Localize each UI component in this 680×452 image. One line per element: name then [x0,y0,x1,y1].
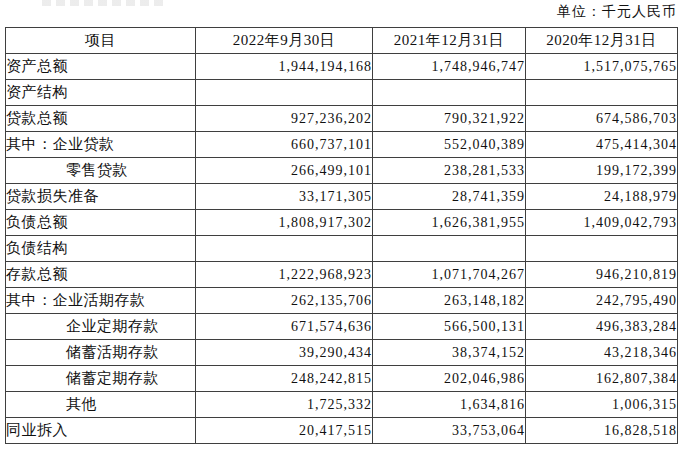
cell-value: 475,414,304 [526,132,678,158]
cell-value: 674,586,703 [526,106,678,132]
table-header: 项目2022年9月30日2021年12月31日2020年12月31日 [6,28,678,54]
table-row: 贷款损失准备33,171,30528,741,35924,188,979 [6,184,678,210]
date-column-header: 2022年9月30日 [196,28,373,54]
cell-value: 1,808,917,302 [196,210,373,236]
cropped-text-remnant [42,0,164,6]
cell-value [373,80,526,106]
table-row: 其他1,725,3321,634,8161,006,315 [6,392,678,418]
cell-value [526,80,678,106]
cell-value: 28,741,359 [373,184,526,210]
cell-value: 1,006,315 [526,392,678,418]
cell-value: 1,944,194,168 [196,54,373,80]
table-row: 储蓄活期存款39,290,43438,374,15243,218,346 [6,340,678,366]
cell-value: 162,807,384 [526,366,678,392]
cell-value: 238,281,533 [373,158,526,184]
table-row: 贷款总额927,236,202790,321,922674,586,703 [6,106,678,132]
cell-value: 263,148,182 [373,288,526,314]
financial-data-table: 项目2022年9月30日2021年12月31日2020年12月31日 资产总额1… [5,27,678,444]
item-column-header: 项目 [6,28,196,54]
cell-value: 552,040,389 [373,132,526,158]
cell-value: 1,634,816 [373,392,526,418]
cell-value [526,236,678,262]
table-row: 其中：企业活期存款262,135,706263,148,182242,795,4… [6,288,678,314]
cell-value: 1,626,381,955 [373,210,526,236]
cell-value: 33,753,064 [373,418,526,444]
row-label: 负债结构 [6,236,196,262]
cell-value: 1,409,042,793 [526,210,678,236]
cell-value [196,236,373,262]
table-row: 存款总额1,222,968,9231,071,704,267946,210,81… [6,262,678,288]
cell-value: 1,517,075,765 [526,54,678,80]
cell-value: 262,135,706 [196,288,373,314]
table-row: 同业拆入20,417,51533,753,06416,828,518 [6,418,678,444]
cell-value: 242,795,490 [526,288,678,314]
row-label: 企业定期存款 [6,314,196,340]
cell-value: 248,242,815 [196,366,373,392]
table-row: 企业定期存款671,574,636566,500,131496,383,284 [6,314,678,340]
cell-value: 202,046,986 [373,366,526,392]
financial-report-page: 单位：千元人民币 项目2022年9月30日2021年12月31日2020年12月… [0,0,680,452]
cell-value: 1,222,968,923 [196,262,373,288]
cell-value: 24,188,979 [526,184,678,210]
row-label: 贷款总额 [6,106,196,132]
table-row: 资产结构 [6,80,678,106]
cell-value: 790,321,922 [373,106,526,132]
cell-value: 671,574,636 [196,314,373,340]
header-row: 项目2022年9月30日2021年12月31日2020年12月31日 [6,28,678,54]
cell-value: 199,172,399 [526,158,678,184]
row-label: 储蓄活期存款 [6,340,196,366]
row-label: 其他 [6,392,196,418]
cell-value [196,80,373,106]
table-row: 储蓄定期存款248,242,815202,046,986162,807,384 [6,366,678,392]
cell-value [373,236,526,262]
cell-value: 946,210,819 [526,262,678,288]
row-label: 零售贷款 [6,158,196,184]
cell-value: 39,290,434 [196,340,373,366]
table-row: 零售贷款266,499,101238,281,533199,172,399 [6,158,678,184]
cell-value: 927,236,202 [196,106,373,132]
cell-value: 266,499,101 [196,158,373,184]
row-label: 资产结构 [6,80,196,106]
cell-value: 33,171,305 [196,184,373,210]
cell-value: 1,748,946,747 [373,54,526,80]
table-row: 资产总额1,944,194,1681,748,946,7471,517,075,… [6,54,678,80]
row-label: 贷款损失准备 [6,184,196,210]
cell-value: 38,374,152 [373,340,526,366]
row-label: 其中：企业贷款 [6,132,196,158]
row-label: 资产总额 [6,54,196,80]
cell-value: 43,218,346 [526,340,678,366]
row-label: 储蓄定期存款 [6,366,196,392]
cell-value: 1,071,704,267 [373,262,526,288]
cell-value: 20,417,515 [196,418,373,444]
row-label: 负债总额 [6,210,196,236]
date-column-header: 2021年12月31日 [373,28,526,54]
table-body: 资产总额1,944,194,1681,748,946,7471,517,075,… [6,54,678,444]
cell-value: 1,725,332 [196,392,373,418]
table-row: 负债总额1,808,917,3021,626,381,9551,409,042,… [6,210,678,236]
cell-value: 566,500,131 [373,314,526,340]
cell-value: 16,828,518 [526,418,678,444]
row-label: 同业拆入 [6,418,196,444]
cell-value: 660,737,101 [196,132,373,158]
date-column-header: 2020年12月31日 [526,28,678,54]
table-row: 其中：企业贷款660,737,101552,040,389475,414,304 [6,132,678,158]
row-label: 存款总额 [6,262,196,288]
row-label: 其中：企业活期存款 [6,288,196,314]
unit-label: 单位：千元人民币 [557,3,677,21]
cell-value: 496,383,284 [526,314,678,340]
table-row: 负债结构 [6,236,678,262]
